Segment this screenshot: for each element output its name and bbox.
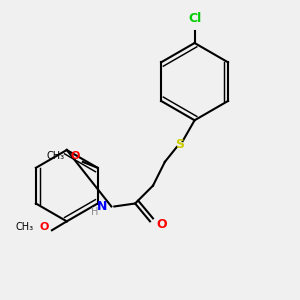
Text: O: O bbox=[70, 151, 80, 161]
Text: S: S bbox=[175, 138, 184, 151]
Text: CH₃: CH₃ bbox=[16, 222, 34, 232]
Text: O: O bbox=[40, 222, 49, 232]
Text: H: H bbox=[91, 207, 98, 218]
Text: N: N bbox=[97, 200, 107, 213]
Text: CH₃: CH₃ bbox=[47, 151, 65, 161]
Text: O: O bbox=[156, 218, 166, 231]
Text: Cl: Cl bbox=[188, 12, 201, 25]
